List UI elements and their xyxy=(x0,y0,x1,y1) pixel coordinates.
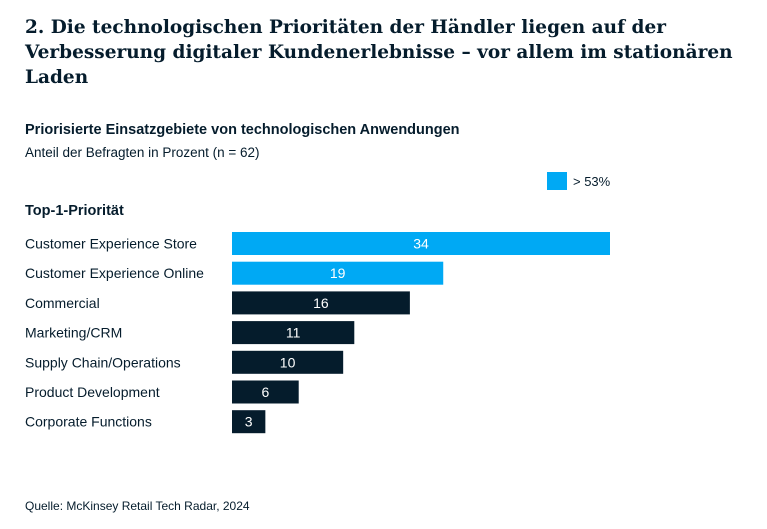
bar-chart: Customer Experience Store 34 Customer Expe… xyxy=(25,232,610,434)
chart-subtitle: Anteil der Befragten in Prozent (n = 62) xyxy=(25,145,260,160)
value-label: 6 xyxy=(261,384,269,400)
chart-title: Priorisierte Einsatzgebiete von technolo… xyxy=(25,122,460,138)
bar xyxy=(232,291,410,315)
bar xyxy=(232,232,610,255)
legend: > 53% xyxy=(547,172,610,190)
category-label: Customer Experience Store xyxy=(25,236,197,252)
category-label: Commercial xyxy=(25,295,100,311)
category-label: Customer Experience Online xyxy=(25,265,204,281)
source-note: Quelle: McKinsey Retail Tech Radar, 2024 xyxy=(25,499,250,513)
category-label: Product Development xyxy=(25,384,160,400)
bar xyxy=(232,261,444,285)
page-title: 2. Die technologischen Prioritäten der H… xyxy=(25,17,733,88)
category-label: Marketing/CRM xyxy=(25,325,122,341)
value-label: 11 xyxy=(286,325,301,341)
legend-label: > 53% xyxy=(573,173,611,189)
bar xyxy=(232,350,344,374)
value-label: 16 xyxy=(313,295,329,311)
value-label: 10 xyxy=(280,354,296,370)
value-label: 19 xyxy=(330,265,346,281)
category-label: Supply Chain/Operations xyxy=(25,354,181,370)
section-label: Top-1-Priorität xyxy=(25,203,124,219)
bar xyxy=(232,321,355,345)
value-label: 3 xyxy=(245,414,253,430)
value-label: 34 xyxy=(413,236,429,252)
category-label: Corporate Functions xyxy=(25,414,152,430)
bar xyxy=(232,380,299,404)
bar xyxy=(232,410,266,434)
legend-swatch xyxy=(547,172,567,190)
